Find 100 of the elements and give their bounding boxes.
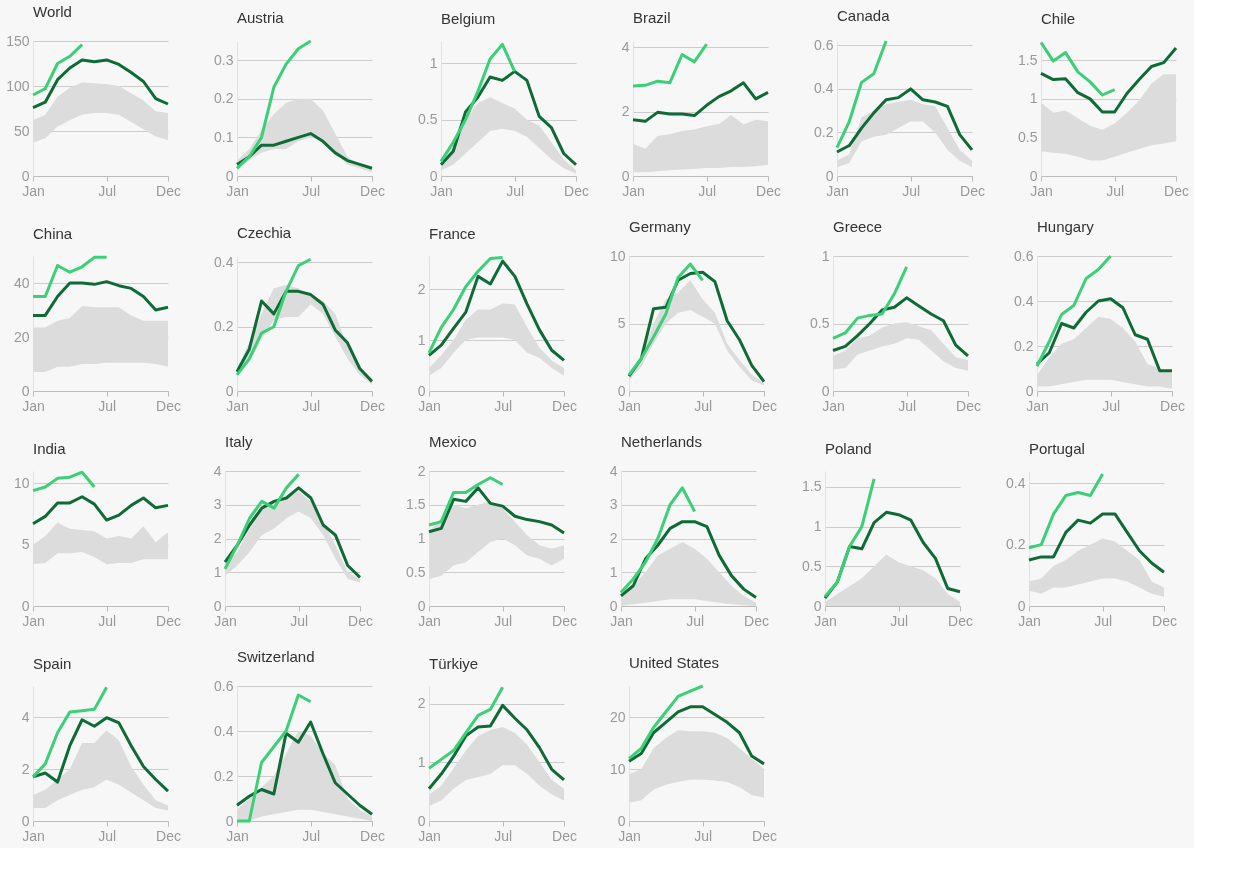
y-tick-label: 10 — [609, 760, 626, 777]
y-tick-label: 0.4 — [1014, 292, 1034, 309]
x-tick-label: Jan — [226, 827, 249, 844]
x-tick-label: Jan — [418, 612, 441, 629]
y-tick-label: 1 — [813, 518, 822, 535]
y-tick-label: 5 — [21, 536, 30, 553]
line-series — [1039, 41, 1117, 97]
x-tick-label: Jan — [22, 182, 45, 199]
line-series — [427, 256, 505, 355]
x-tick-label: Dec — [752, 397, 777, 414]
line-series — [31, 495, 170, 526]
y-tick-label: 0 — [617, 382, 626, 399]
y-tick-label: 20 — [13, 328, 30, 345]
x-tick-label: Jul — [698, 182, 717, 199]
y-tick-label: 0 — [21, 812, 30, 829]
line-series — [1027, 472, 1105, 550]
chart-title: Austria — [237, 8, 285, 26]
chart-title: Czechia — [237, 224, 292, 242]
y-tick-label: 1 — [429, 55, 438, 71]
x-tick-label: Jan — [430, 182, 453, 199]
x-tick-label: Dec — [564, 182, 589, 199]
line-series — [823, 477, 876, 598]
line-series — [1039, 46, 1178, 114]
x-tick-label: Jul — [302, 827, 321, 844]
x-tick-label: Jan — [1030, 182, 1053, 199]
y-tick-label: 0 — [417, 812, 426, 829]
x-tick-label: Jul — [694, 397, 713, 414]
x-tick-label: Dec — [1160, 397, 1185, 414]
y-tick-label: 0 — [21, 597, 30, 614]
y-tick-label: 0.6 — [814, 36, 834, 53]
y-tick-label: 1 — [417, 331, 426, 348]
chart-title: China — [33, 224, 73, 242]
line-series — [835, 39, 888, 150]
y-tick-label: 1 — [417, 530, 426, 546]
x-tick-label: Jan — [22, 827, 45, 844]
y-tick-label: 0 — [621, 167, 630, 184]
chart-title: Poland — [825, 440, 872, 457]
chart-title: India — [33, 439, 67, 457]
y-tick-label: 0.6 — [1014, 247, 1034, 264]
x-tick-label: Dec — [156, 182, 181, 199]
y-tick-label: 40 — [13, 274, 30, 291]
y-tick-label: 1 — [821, 247, 830, 264]
x-tick-label: Jul — [686, 612, 705, 629]
x-tick-label: Jul — [98, 182, 117, 199]
x-tick-label: Dec — [1152, 612, 1177, 629]
x-tick-label: Jul — [494, 827, 513, 844]
y-tick-label: 150 — [6, 32, 30, 49]
x-tick-label: Dec — [1164, 182, 1189, 199]
y-tick-label: 1.5 — [802, 478, 822, 495]
line-series — [1027, 512, 1166, 574]
x-tick-label: Dec — [360, 182, 385, 199]
line-series — [439, 42, 517, 163]
y-tick-label: 1.5 — [1018, 51, 1038, 68]
y-tick-label: 10 — [609, 247, 626, 264]
chart-title: Mexico — [429, 433, 477, 450]
y-tick-label: 5 — [617, 315, 626, 331]
x-tick-label: Dec — [156, 827, 181, 844]
y-tick-label: 0.2 — [214, 90, 234, 107]
x-tick-label: Jan — [22, 397, 45, 414]
y-tick-label: 0 — [225, 382, 234, 399]
chart-title: Germany — [629, 218, 692, 235]
y-tick-label: 0.5 — [810, 315, 830, 331]
line-series — [831, 265, 909, 340]
x-tick-label: Jan — [214, 612, 237, 629]
x-tick-label: Jul — [898, 397, 917, 414]
y-tick-label: 0 — [429, 167, 438, 184]
chart-title: Chile — [1041, 10, 1076, 27]
y-tick-label: 0.1 — [214, 128, 234, 145]
y-tick-label: 4 — [609, 462, 618, 479]
y-tick-label: 0 — [417, 597, 426, 614]
line-series — [235, 132, 374, 170]
x-tick-label: Dec — [752, 827, 777, 844]
y-tick-label: 0.4 — [214, 253, 234, 270]
x-tick-label: Jan — [226, 397, 249, 414]
line-series — [831, 296, 970, 358]
y-tick-label: 0 — [821, 382, 830, 399]
line-series — [631, 81, 770, 123]
y-tick-label: 2 — [621, 103, 630, 120]
x-tick-label: Dec — [360, 397, 385, 414]
chart-title: Canada — [837, 7, 891, 25]
y-tick-label: 0 — [609, 597, 618, 614]
x-tick-label: Dec — [156, 397, 181, 414]
x-tick-label: Dec — [744, 612, 769, 629]
chart-title: Netherlands — [621, 433, 702, 450]
y-tick-label: 4 — [621, 38, 630, 55]
y-tick-label: 2 — [417, 462, 426, 479]
x-tick-label: Dec — [360, 827, 385, 844]
y-tick-label: 0.5 — [1018, 128, 1038, 145]
y-tick-label: 2 — [417, 280, 426, 297]
chart-title: Brazil — [633, 9, 671, 27]
x-tick-label: Jul — [1102, 397, 1121, 414]
x-tick-label: Dec — [756, 182, 781, 199]
line-series — [1035, 254, 1113, 368]
y-tick-label: 4 — [213, 462, 222, 479]
line-series — [427, 259, 566, 362]
x-tick-label: Dec — [156, 612, 181, 629]
x-tick-label: Dec — [948, 612, 973, 629]
x-tick-label: Jul — [98, 612, 117, 629]
y-tick-label: 0 — [1029, 167, 1038, 184]
y-tick-label: 1 — [213, 563, 222, 580]
